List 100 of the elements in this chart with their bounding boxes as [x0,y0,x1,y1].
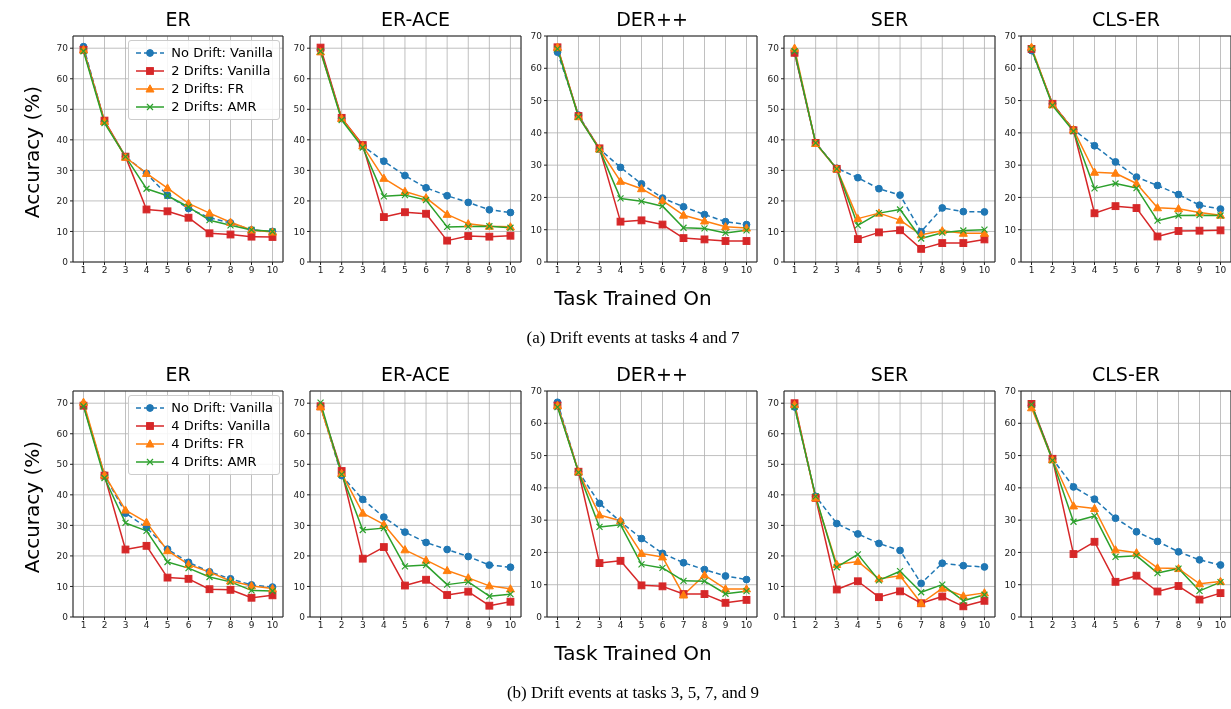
x-tick-label: 5 [1112,620,1119,631]
x-tick-label: 6 [423,265,430,276]
y-tick-label: 50 [293,104,306,115]
y-tick-label: 50 [1004,95,1017,106]
y-tick-label: 40 [293,135,306,146]
y-tick-label: 40 [56,490,69,501]
chart-title: ER-ACE [380,8,451,30]
x-tick-label: 5 [876,620,882,631]
x-tick-label: 3 [1070,265,1077,276]
x-tick-label: 9 [722,620,729,631]
y-tick-label: 60 [530,63,543,74]
y-tick-label: 40 [293,490,306,501]
y-tick-label: 40 [767,490,780,501]
y-tick-label: 30 [1004,515,1017,526]
chart-title: DER++ [615,8,689,30]
x-tick-label: 2 [101,265,108,276]
x-tick-label: 6 [897,620,904,631]
y-tick-label: 20 [56,196,69,207]
y-tick-label: 50 [767,104,780,115]
chart-title: SER [869,363,910,385]
y-tick-label: 60 [1004,63,1017,74]
chart-title: CLS-ER [1091,8,1161,30]
y-tick-label: 70 [767,43,780,54]
y-tick-label: 50 [530,95,543,106]
y-tick-label: 10 [767,226,780,237]
x-tick-label: 4 [1091,620,1098,631]
x-tick-label: 4 [380,620,387,631]
x-tick-label: 4 [617,265,624,276]
x-tick-label: 4 [143,265,150,276]
y-tick-label: 60 [56,73,69,84]
y-tick-label: 40 [767,135,780,146]
y-tick-label: 10 [293,581,306,592]
x-tick-label: 9 [248,265,255,276]
y-tick-label: 20 [767,551,780,562]
y-tick-label: 60 [293,428,306,439]
y-tick-label: 30 [1004,160,1017,171]
x-axis-title: Task Trained On [553,641,713,665]
y-tick-label: 0 [773,612,780,623]
y-tick-label: 60 [1004,418,1017,429]
y-tick-label: 40 [56,135,69,146]
legend-label: 2 Drifts: FR [171,80,244,98]
y-tick-label: 0 [1010,612,1017,623]
y-tick-label: 10 [767,581,780,592]
x-tick-label: 6 [897,265,904,276]
x-tick-label: 6 [185,620,192,631]
x-tick-label: 5 [164,620,171,631]
x-tick-label: 8 [1175,265,1182,276]
legend-label: 2 Drifts: AMR [171,98,257,116]
y-tick-label: 30 [56,520,69,531]
y-tick-label: 0 [299,257,306,268]
x-tick-label: 2 [575,265,582,276]
x-tick-label: 5 [638,265,645,276]
y-tick-label: 10 [530,579,543,590]
x-tick-label: 4 [854,265,861,276]
x-tick-label: 3 [1070,620,1077,631]
x-tick-label: 5 [876,265,882,276]
y-tick-label: 30 [767,520,780,531]
y-tick-label: 60 [767,73,780,84]
x-tick-label: 8 [465,620,472,631]
x-tick-label: 3 [359,620,366,631]
x-tick-label: 6 [1133,620,1140,631]
x-tick-label: 1 [554,265,561,276]
y-tick-label: 70 [530,386,543,397]
y-tick-label: 60 [530,418,543,429]
x-tick-label: 7 [1154,620,1161,631]
x-tick-label: 9 [1196,620,1203,631]
x-tick-label: 5 [402,265,408,276]
chart-title: CLS-ER [1091,363,1161,385]
y-tick-label: 60 [293,73,306,84]
x-tick-label: 10 [740,620,753,631]
x-tick-label: 8 [1175,620,1182,631]
x-tick-label: 1 [317,265,324,276]
y-tick-label: 50 [530,450,543,461]
legend-label: 4 Drifts: Vanilla [171,417,271,435]
x-tick-label: 3 [359,265,366,276]
y-tick-label: 20 [767,196,780,207]
y-tick-label: 0 [773,257,780,268]
x-tick-label: 2 [338,265,345,276]
y-tick-label: 70 [56,398,69,409]
x-tick-label: 8 [701,265,708,276]
y-tick-label: 30 [530,515,543,526]
x-tick-label: 9 [722,265,729,276]
x-tick-label: 1 [1028,620,1035,631]
y-tick-label: 30 [767,165,780,176]
x-tick-label: 10 [266,620,279,631]
x-tick-label: 7 [918,620,925,631]
y-tick-label: 20 [56,551,69,562]
x-tick-label: 7 [680,620,687,631]
x-tick-label: 3 [833,620,840,631]
chart-title: ER-ACE [380,363,451,385]
y-tick-label: 0 [299,612,306,623]
x-tick-label: 10 [504,620,517,631]
x-tick-label: 10 [504,265,517,276]
y-tick-label: 40 [1004,483,1017,494]
x-tick-label: 7 [444,265,451,276]
y-tick-label: 10 [56,581,69,592]
y-tick-label: 50 [1004,450,1017,461]
x-tick-label: 8 [227,265,234,276]
x-tick-label: 1 [80,265,87,276]
y-tick-label: 40 [530,483,543,494]
